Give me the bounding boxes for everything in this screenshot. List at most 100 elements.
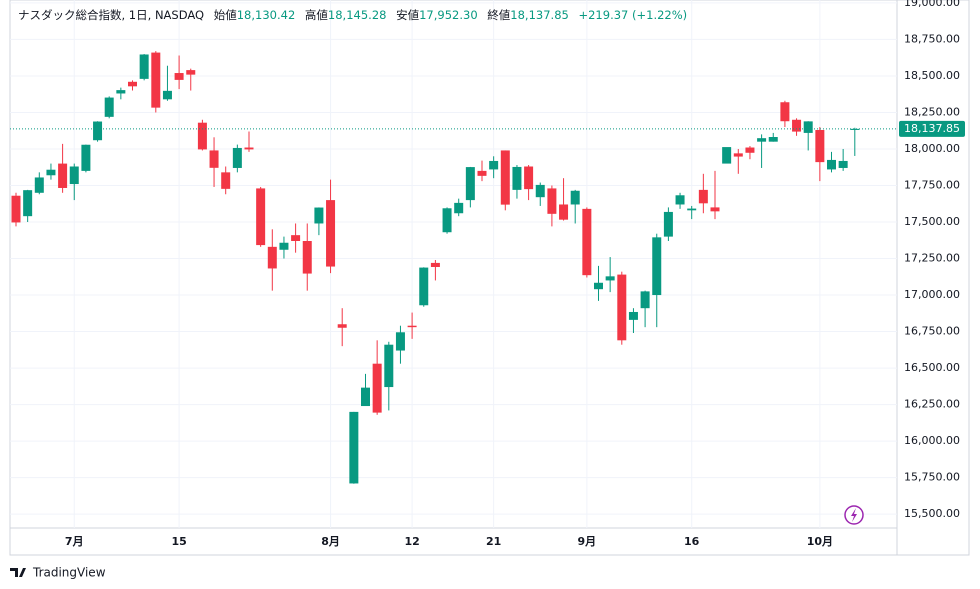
candle-body [442, 208, 452, 233]
close-caption: 終値 [487, 8, 510, 22]
candle-body [524, 166, 534, 190]
candle-body [628, 311, 638, 320]
x-tick-label: 10月 [807, 535, 833, 548]
y-tick-label: 17,250.00 [904, 252, 960, 265]
candle-body [559, 204, 569, 220]
candle-body [361, 387, 370, 407]
x-tick-label: 21 [486, 535, 501, 548]
open-value: 18,130.42 [237, 8, 296, 22]
candle-body [23, 190, 33, 217]
candle-body [104, 97, 114, 117]
candle-body [605, 276, 615, 281]
y-tick-label: 16,750.00 [904, 325, 960, 338]
candle-body [326, 200, 336, 267]
y-tick-label: 18,000.00 [904, 142, 960, 155]
candle-body [337, 324, 347, 328]
candle-body [757, 138, 767, 142]
y-tick-label: 18,500.00 [904, 69, 960, 82]
candle-body [640, 291, 650, 309]
y-tick-label: 19,000.00 [904, 0, 960, 9]
alert-bolt [851, 508, 857, 522]
candle-body [710, 207, 720, 212]
y-tick-label: 17,750.00 [904, 178, 960, 191]
candle-body [116, 90, 126, 94]
y-tick-label: 15,500.00 [904, 507, 960, 520]
candle-body [430, 262, 440, 267]
candle-body [69, 166, 79, 185]
low-value: 17,952.30 [419, 8, 478, 22]
candle-body [477, 170, 487, 176]
x-tick-label: 15 [171, 535, 186, 548]
candle-body [128, 81, 137, 87]
candle-body [46, 169, 56, 176]
candle-body [349, 411, 359, 484]
candle-body [768, 137, 778, 142]
candle-body [302, 240, 312, 274]
brand: TradingView [32, 566, 106, 580]
name: ナスダック総合指数, 1日, NASDAQ [18, 8, 204, 22]
last-price-label: 18,137.85 [904, 122, 960, 135]
candle-body [314, 207, 324, 224]
candle-body [803, 121, 813, 133]
grid [10, 0, 897, 528]
candle-body [162, 90, 172, 100]
y-tick-label: 18,250.00 [904, 105, 960, 118]
candle-body [93, 121, 103, 141]
candle-body [838, 160, 848, 168]
candle-body [174, 73, 184, 80]
candle-body [244, 147, 254, 150]
candle-body [535, 184, 545, 198]
candle-body [687, 208, 697, 211]
y-tick-label: 17,000.00 [904, 288, 960, 301]
candle-body [197, 122, 207, 150]
candle-body [267, 246, 277, 269]
candle-body [256, 188, 266, 246]
last-price-box [899, 120, 965, 137]
change: +219.37 (+1.22%) [578, 8, 687, 22]
y-tick-label: 17,500.00 [904, 215, 960, 228]
y-tick-label: 16,500.00 [904, 361, 960, 374]
logo-icon [10, 568, 26, 577]
candle-body [465, 167, 475, 201]
candle-body [34, 177, 44, 193]
candles [10, 51, 897, 484]
candle-body [11, 195, 21, 223]
close-value: 18,137.85 [510, 8, 569, 22]
alert-icon[interactable] [844, 505, 864, 525]
y-tick-label: 15,750.00 [904, 471, 960, 484]
x-tick-label: 7月 [65, 535, 84, 548]
candle-body [454, 202, 464, 214]
candle-body [792, 119, 802, 132]
candle-body [372, 363, 382, 413]
logo[interactable]: TradingView [10, 566, 106, 580]
candle-body [570, 190, 580, 205]
candle-body [58, 163, 68, 188]
candle-body [500, 150, 510, 205]
chart-frame [9, 0, 970, 556]
candle-body [780, 102, 790, 122]
candle-body [617, 274, 627, 341]
instrument-name: ナスダック総合指数, 1日, NASDAQ 始値18,130.42 高値18,1… [18, 8, 687, 22]
candle-body [698, 189, 708, 204]
candle-body [232, 147, 242, 168]
candle-body [279, 242, 289, 250]
high-value: 18,145.28 [328, 8, 387, 22]
candle-body [151, 52, 161, 108]
low-caption: 安値 [396, 8, 419, 22]
candle-body [512, 166, 522, 190]
candle-body [815, 129, 825, 163]
x-tick-label: 16 [684, 535, 700, 548]
candle-body [139, 54, 149, 79]
candle-body [663, 211, 673, 237]
candle-body [186, 70, 196, 75]
y-tick-label: 16,250.00 [904, 398, 960, 411]
candle-body [291, 235, 301, 241]
candle-body [419, 267, 429, 306]
y-tick-label: 18,750.00 [904, 32, 960, 45]
open-caption: 始値 [214, 8, 237, 22]
x-tick-label: 9月 [578, 535, 597, 548]
x-tick-label: 8月 [321, 535, 340, 548]
candle-body [582, 208, 592, 276]
candle-body [722, 147, 732, 164]
